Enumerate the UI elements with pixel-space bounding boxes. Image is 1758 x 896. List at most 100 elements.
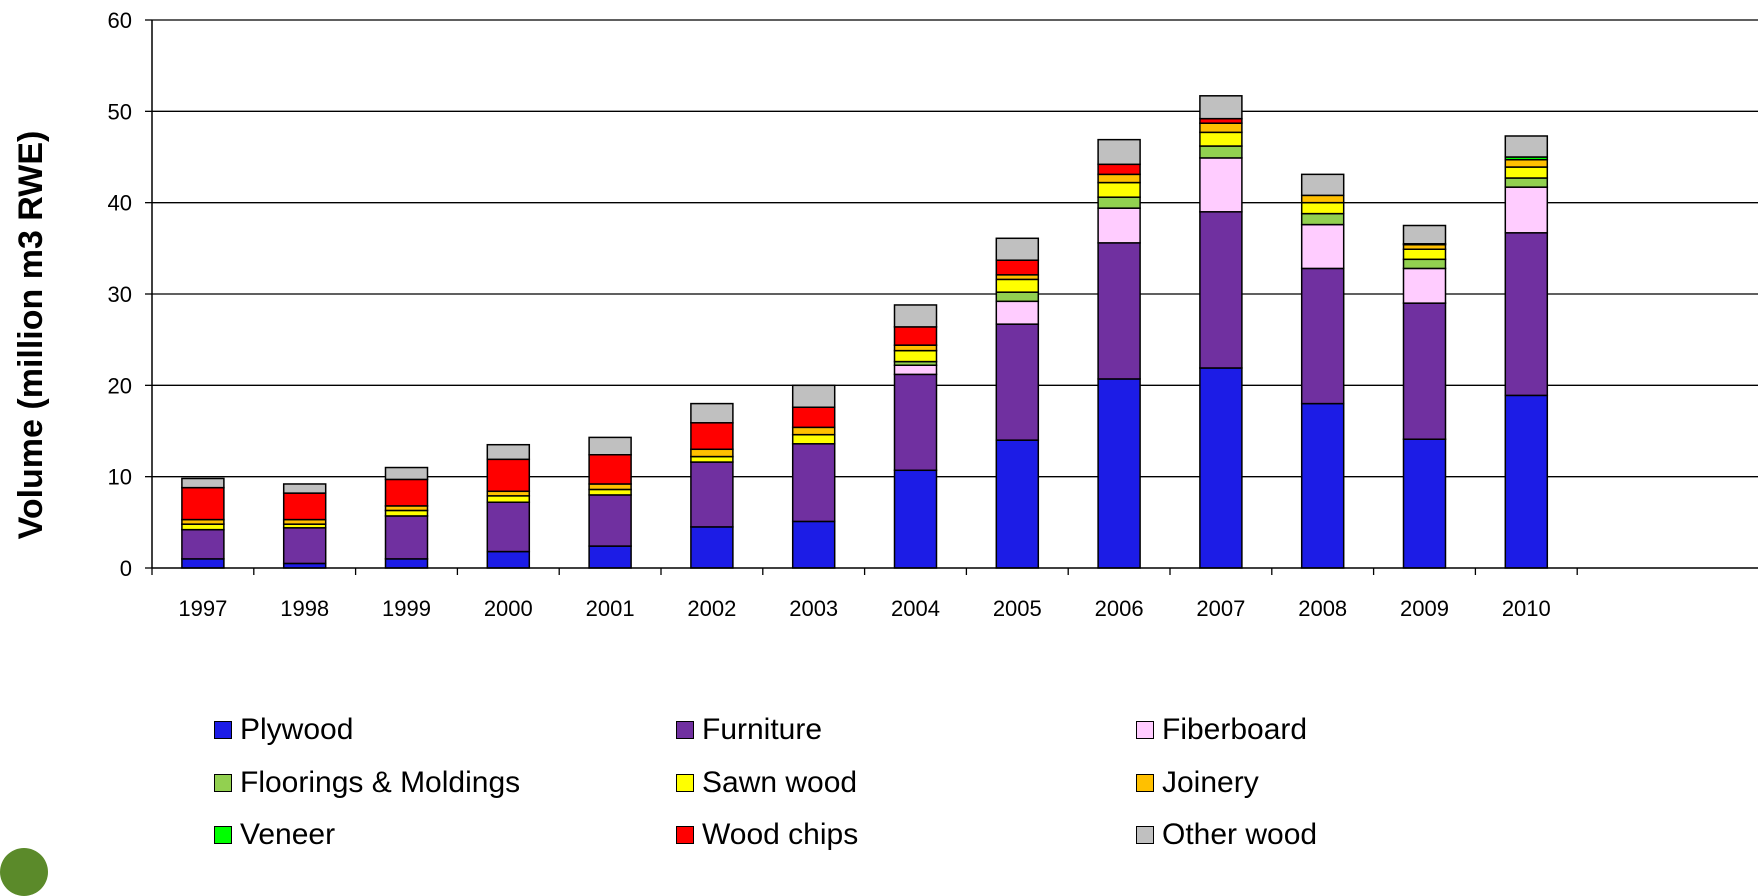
y-tick-label: 0 (120, 556, 132, 581)
x-tick-label: 2010 (1502, 596, 1551, 621)
bar-segment-furniture-2003 (791, 443, 836, 523)
bar-segment-floorings-moldings-2007 (1199, 145, 1243, 159)
legend-item-other-wood: Other wood (1136, 817, 1317, 853)
bar-segment-other-wood-2004 (893, 304, 938, 328)
bar-segment-other-wood-2006 (1097, 138, 1141, 166)
x-tick-label: 1997 (178, 596, 227, 621)
bar-segment-other-wood-2010 (1504, 135, 1549, 158)
bar-segment-wood-chips-2003 (791, 406, 836, 429)
bar-segment-floorings-moldings-2010 (1504, 177, 1549, 188)
bar-segment-fiberboard-2010 (1504, 186, 1549, 234)
bar-segment-sawn-wood-2002 (690, 455, 734, 463)
bar-segment-plywood-2010 (1504, 394, 1549, 569)
bar-segment-joinery-2006 (1097, 173, 1141, 184)
bar-segment-plywood-2009 (1402, 438, 1447, 569)
y-tick-label: 30 (108, 282, 132, 307)
legend-label: Veneer (240, 818, 336, 851)
legend-item-joinery: Joinery (1136, 765, 1259, 801)
bar-segment-floorings-moldings-2009 (1402, 258, 1447, 270)
bar-segment-sawn-wood-2010 (1504, 166, 1549, 179)
bar-segment-floorings-moldings-2005 (995, 291, 1040, 303)
bar-segment-furniture-2006 (1097, 242, 1141, 380)
axes: 0 10 20 30 40 50 60 1997 1998 1999 2000 2001 2002 200… (108, 8, 1758, 621)
y-tick-label: 50 (108, 99, 132, 124)
y-tick-label: 40 (108, 191, 132, 216)
bar-segment-wood-chips-2004 (893, 326, 938, 346)
bar-segment-fiberboard-2004 (893, 364, 938, 376)
legend-swatch (676, 826, 694, 844)
bar-segment-furniture-2008 (1300, 267, 1345, 405)
bar-segment-sawn-wood-2001 (588, 488, 632, 496)
legend-label: Furniture (702, 713, 823, 746)
bar-segment-other-wood-2003 (791, 384, 836, 409)
bar-segment-joinery-2001 (588, 483, 632, 491)
bar-segment-fiberboard-2005 (995, 300, 1040, 325)
legend-item-wood-chips: Wood chips (676, 817, 858, 853)
bar-segment-wood-chips-1998 (282, 492, 327, 521)
bar-segment-plywood-2004 (893, 469, 938, 569)
y-tick-label: 20 (108, 373, 132, 398)
bar-segment-plywood-1997 (181, 558, 225, 569)
bar-segment-wood-chips-1999 (384, 478, 429, 507)
bar-segment-other-wood-2001 (588, 436, 632, 456)
bar-segment-furniture-2004 (893, 373, 938, 472)
bar-segment-plywood-2000 (486, 550, 531, 569)
bar-segment-fiberboard-2007 (1199, 157, 1243, 213)
bar-segment-furniture-2000 (486, 501, 531, 553)
legend-swatch (214, 721, 232, 739)
bar-segment-sawn-wood-2003 (791, 433, 836, 445)
bar-segment-sawn-wood-2004 (893, 349, 938, 363)
bar-segment-floorings-moldings-2006 (1097, 196, 1141, 209)
x-tick-label: 2003 (789, 596, 838, 621)
legend-swatch (214, 826, 232, 844)
bars (181, 95, 1549, 569)
bar-segment-joinery-2010 (1504, 158, 1549, 168)
bar-segment-joinery-2002 (690, 448, 734, 458)
bar-segment-fiberboard-2009 (1402, 267, 1447, 304)
legend-label: Sawn wood (702, 766, 858, 799)
bar-segment-sawn-wood-1997 (181, 523, 225, 531)
bar-segment-plywood-2005 (995, 439, 1040, 569)
x-tick-label: 2004 (891, 596, 940, 621)
legend-item-floorings-moldings: Floorings & Moldings (214, 765, 520, 801)
legend: Plywood Furniture Fiberboard Floorings & Mo… (214, 712, 1540, 872)
bar-segment-sawn-wood-2006 (1097, 181, 1141, 198)
bar-segment-other-wood-2002 (690, 402, 734, 424)
x-tick-label: 2000 (484, 596, 533, 621)
legend-label: Fiberboard (1162, 713, 1308, 746)
bar-segment-joinery-2008 (1300, 194, 1345, 204)
y-tick-label: 10 (108, 465, 132, 490)
bar-segment-other-wood-2008 (1300, 173, 1345, 197)
bar-segment-furniture-2002 (690, 461, 734, 528)
bar-segment-joinery-2007 (1199, 122, 1243, 134)
bar-segment-joinery-2004 (893, 344, 938, 352)
gridlines (152, 19, 1758, 478)
bar-segment-furniture-1999 (384, 515, 429, 560)
x-tick-label: 2009 (1400, 596, 1449, 621)
bar-segment-fiberboard-2008 (1300, 223, 1345, 270)
legend-swatch (214, 774, 232, 792)
bar-segment-other-wood-2000 (486, 443, 531, 461)
stacked-bar-chart: 0 10 20 30 40 50 60 1997 1998 1999 2000 2001 2002 200… (12, 8, 1758, 621)
bar-segment-fiberboard-2006 (1097, 207, 1141, 244)
bar-segment-furniture-1997 (181, 528, 225, 560)
x-tick-label: 2002 (687, 596, 736, 621)
bar-segment-furniture-2001 (588, 494, 632, 547)
legend-swatch (1136, 721, 1154, 739)
bar-segment-other-wood-2007 (1199, 95, 1243, 120)
bar-segment-other-wood-1998 (282, 483, 327, 494)
bar-segment-plywood-2003 (791, 520, 836, 569)
legend-item-sawn-wood: Sawn wood (676, 765, 857, 801)
legend-item-plywood: Plywood (214, 712, 353, 748)
bar-segment-sawn-wood-1999 (384, 509, 429, 517)
bar-segment-furniture-2010 (1504, 232, 1549, 397)
bar-segment-plywood-2002 (690, 526, 734, 569)
legend-swatch (676, 721, 694, 739)
legend-swatch (1136, 826, 1154, 844)
y-tick-label: 60 (108, 8, 132, 33)
bar-segment-plywood-2001 (588, 545, 632, 569)
legend-item-fiberboard: Fiberboard (1136, 712, 1307, 748)
legend-label: Plywood (240, 713, 354, 746)
legend-item-furniture: Furniture (676, 712, 822, 748)
x-tick-label: 1998 (280, 596, 329, 621)
